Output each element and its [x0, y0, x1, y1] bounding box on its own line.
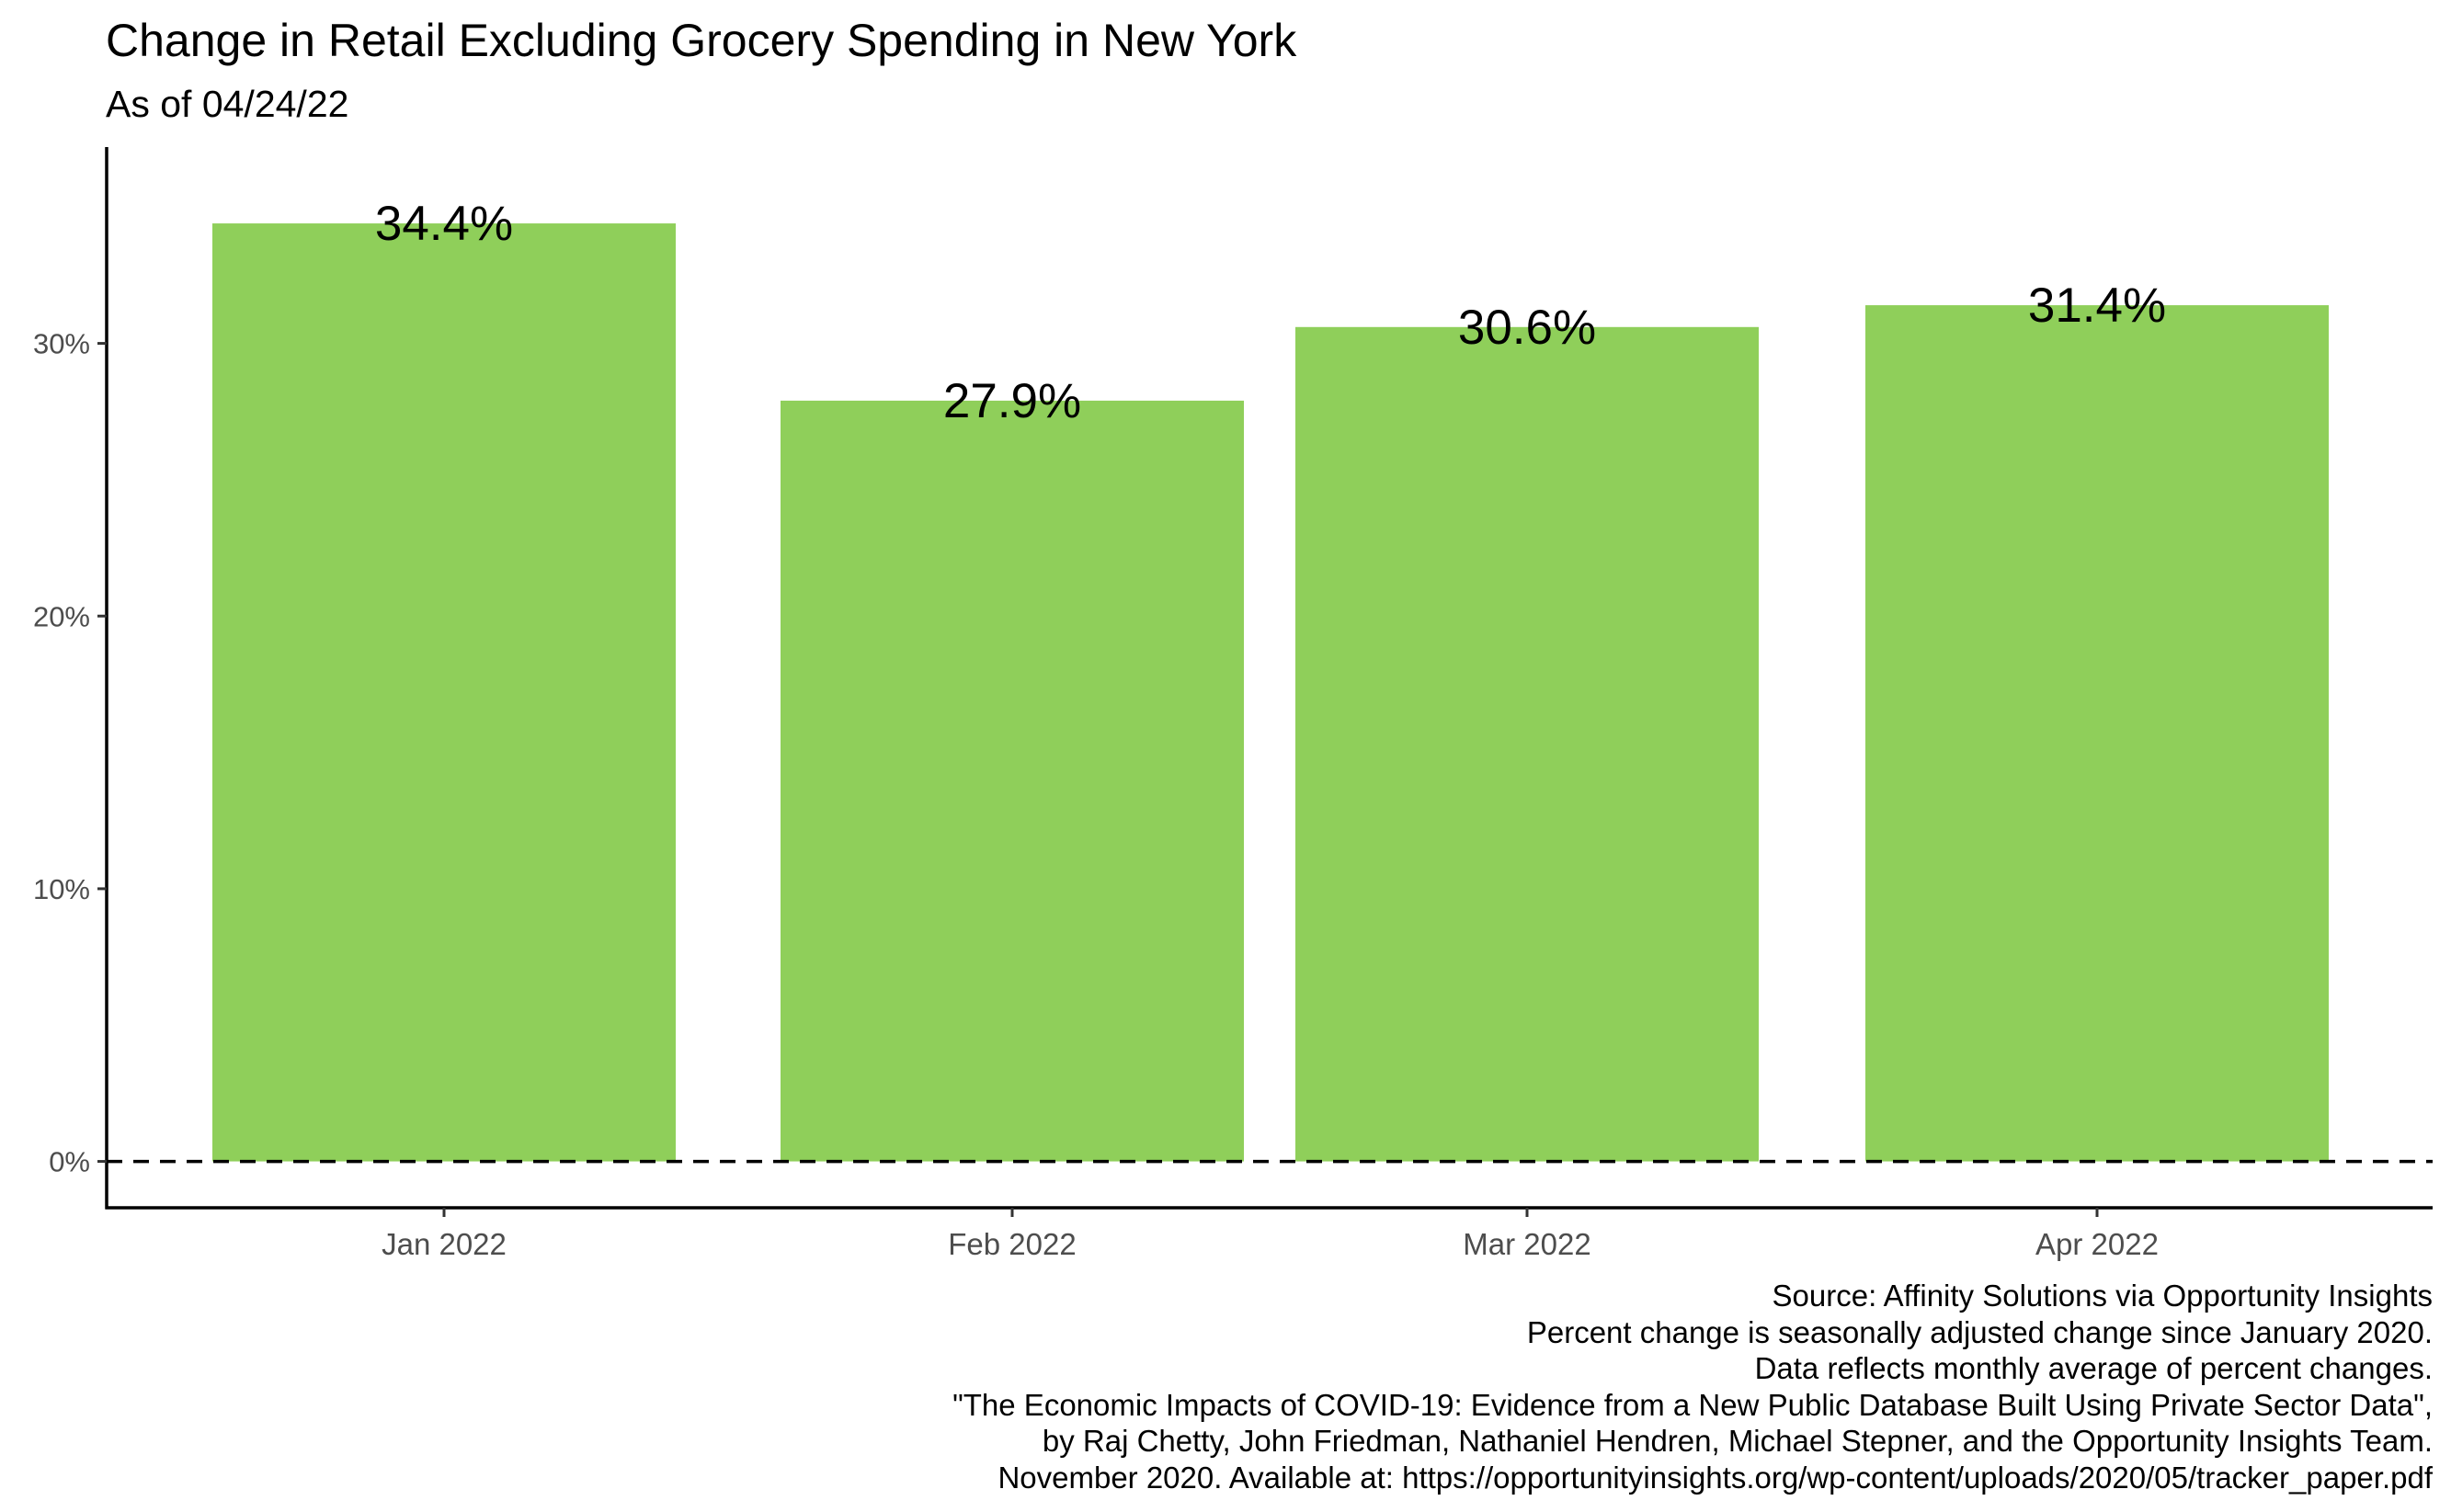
- caption-line: "The Economic Impacts of COVID-19: Evide…: [952, 1387, 2433, 1422]
- bar: [781, 400, 1244, 1162]
- y-tick-label: 0%: [49, 1146, 90, 1178]
- bar: [212, 223, 676, 1162]
- bar-value-label: 27.9%: [943, 374, 1081, 428]
- bar: [1295, 326, 1759, 1162]
- caption-line: by Raj Chetty, John Friedman, Nathaniel …: [1042, 1424, 2433, 1459]
- caption-line: Source: Affinity Solutions via Opportuni…: [1772, 1279, 2433, 1313]
- caption-line: Data reflects monthly average of percent…: [1754, 1351, 2433, 1386]
- y-tick-label: 20%: [33, 600, 90, 632]
- caption-line: November 2020. Available at: https://opp…: [998, 1460, 2433, 1495]
- chart-subtitle: As of 04/24/22: [106, 83, 349, 125]
- bar: [1865, 305, 2329, 1162]
- x-tick-label: Mar 2022: [1463, 1227, 1590, 1261]
- chart-title: Change in Retail Excluding Grocery Spend…: [106, 15, 1297, 66]
- y-tick-label: 30%: [33, 328, 90, 360]
- x-tick-label: Feb 2022: [948, 1227, 1076, 1261]
- chart-caption: Source: Affinity Solutions via Opportuni…: [226, 1278, 2433, 1496]
- y-tick-label: 10%: [33, 873, 90, 905]
- bar-value-label: 34.4%: [375, 197, 513, 251]
- bar-value-label: 30.6%: [1458, 301, 1596, 355]
- x-tick-label: Jan 2022: [382, 1227, 507, 1261]
- caption-line: Percent change is seasonally adjusted ch…: [1526, 1314, 2433, 1349]
- bar-value-label: 31.4%: [2028, 279, 2166, 333]
- x-tick-label: Apr 2022: [2035, 1227, 2159, 1261]
